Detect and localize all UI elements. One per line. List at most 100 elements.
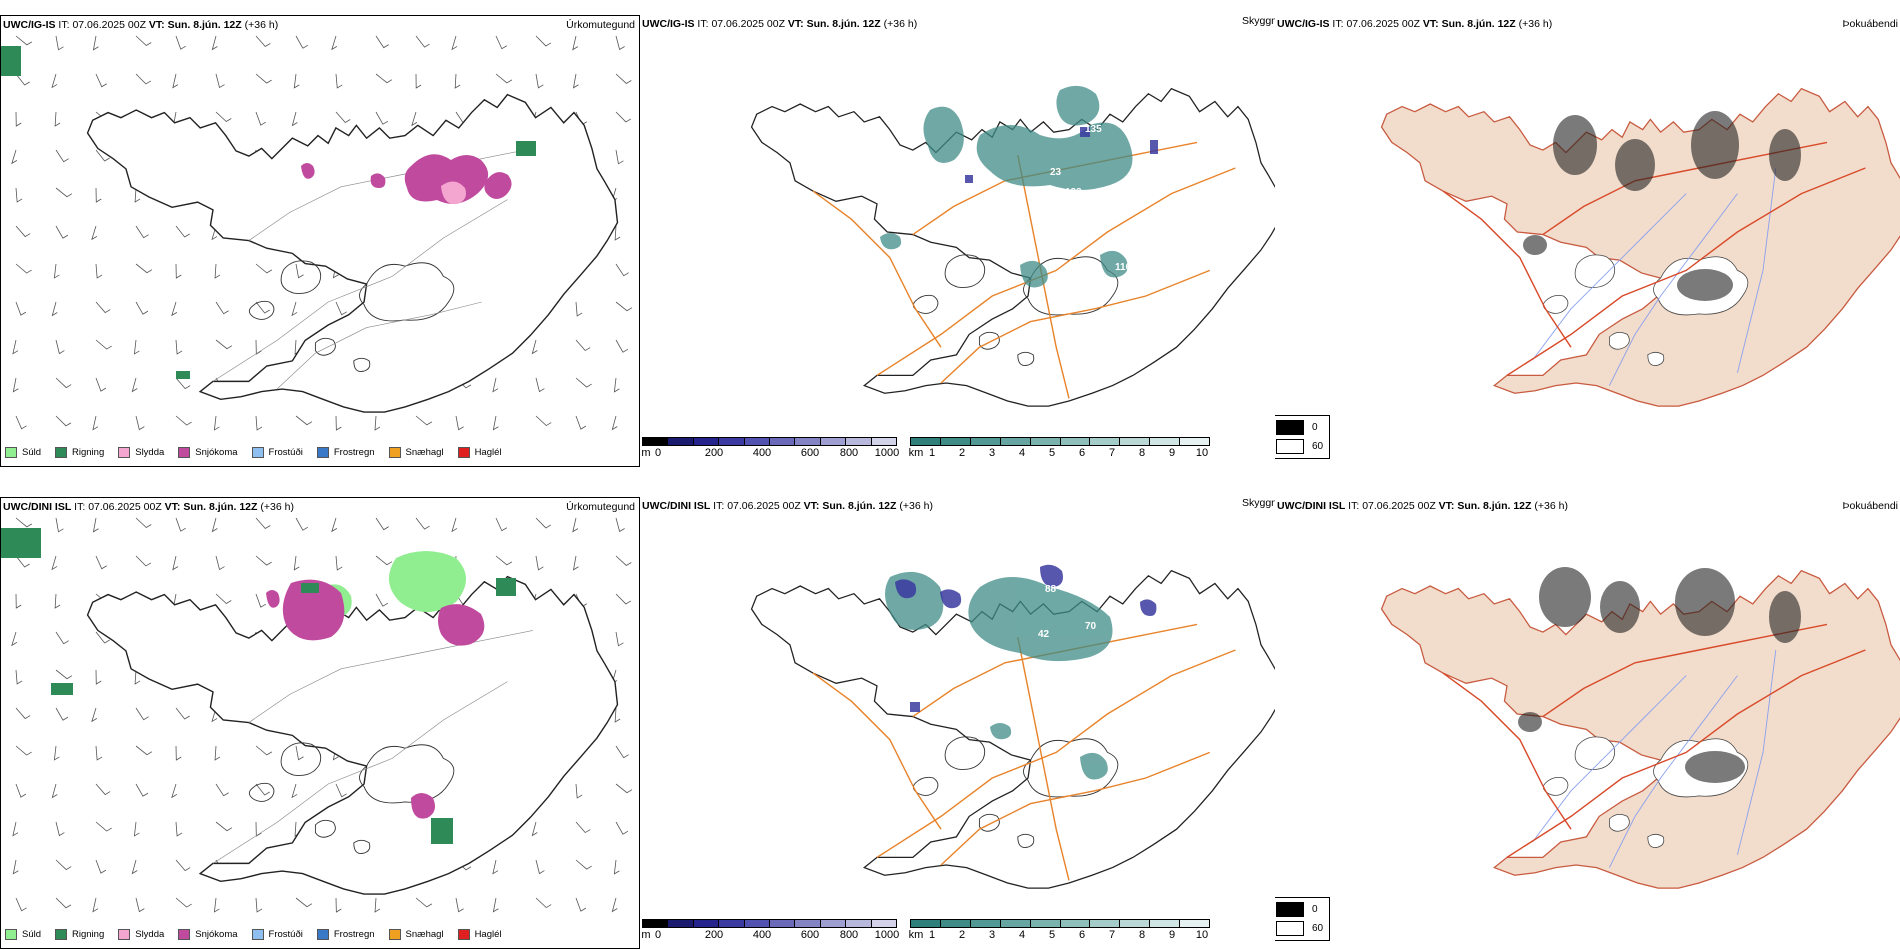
wind-barb — [255, 783, 270, 796]
wind-barb — [375, 111, 389, 125]
wind-barb — [54, 111, 61, 127]
wind-barb — [175, 339, 183, 355]
wind-barb — [495, 517, 508, 532]
wind-barb — [615, 517, 625, 533]
legend-swatch — [251, 929, 264, 940]
wind-barb — [135, 301, 149, 315]
vis-numbers: 198 140 88 123 70 42 310 149 — [1038, 554, 1147, 778]
wind-barb — [331, 517, 338, 533]
wind-barb — [175, 707, 190, 720]
fog-legend-row: 0 — [1276, 420, 1323, 435]
colorbar-tick: 4 — [1018, 929, 1026, 941]
wind-barb — [95, 821, 112, 832]
wind-barb — [575, 415, 587, 430]
wind-barb — [295, 745, 304, 761]
wind-barb — [374, 897, 381, 913]
wind-barb — [492, 897, 499, 913]
colorbar-tick: 9 — [1168, 929, 1176, 941]
visibility-colorbar: km 1 2 3 4 5 6 7 8 9 10 — [908, 919, 1210, 942]
wind-barb — [335, 415, 342, 431]
wind-barb — [171, 783, 178, 799]
precip-map — [1, 517, 633, 913]
rain-areas — [1, 528, 516, 844]
wind-barb — [95, 783, 111, 796]
wind-barb — [255, 555, 272, 566]
panel-title: Skyggni — [1242, 15, 1275, 27]
wind-barb — [51, 301, 58, 317]
wind-barb — [535, 73, 544, 89]
wind-barb — [615, 73, 632, 84]
wind-barb — [615, 149, 624, 165]
wind-barb — [15, 73, 30, 86]
wind-barb — [615, 821, 629, 835]
wind-barb — [295, 517, 309, 531]
legend-swatch — [316, 447, 329, 458]
wind-barb — [492, 415, 499, 431]
wind-barb — [614, 225, 621, 241]
legend-swatch — [178, 929, 191, 940]
legend-item: Frostúði — [251, 447, 303, 458]
colorbar-unit: km — [908, 929, 924, 941]
wind-barb — [12, 377, 19, 393]
wind-barb — [12, 859, 19, 875]
panel-title: Skyggni — [1242, 497, 1275, 509]
visibility-panel-1: UWC/IG-IS IT: 07.06.2025 00Z VT: Sun. 8.… — [640, 15, 1275, 467]
wind-barb — [15, 111, 22, 127]
wind-barb — [175, 859, 191, 872]
wind-barb — [295, 897, 313, 908]
colorbar-tick: 5 — [1048, 929, 1056, 941]
vis-number: 88 — [1045, 584, 1057, 595]
wind-barb — [92, 897, 99, 913]
wind-barb — [15, 707, 31, 720]
wind-barb — [135, 415, 145, 431]
ceiling-colorbar: m 0 200 400 600 800 1000 — [641, 919, 899, 942]
legend-swatch — [118, 447, 131, 458]
wind-barb — [495, 555, 513, 566]
panel-header: UWC/IG-IS IT: 07.06.2025 00Z VT: Sun. 8.… — [3, 19, 279, 31]
wind-barb — [531, 339, 538, 355]
wind-barb — [331, 35, 338, 51]
panel-header: UWC/DINI ISL IT: 07.06.2025 00Z VT: Sun.… — [1277, 500, 1568, 512]
precip-map — [1, 35, 633, 431]
wind-barb — [95, 73, 107, 88]
wind-barb — [495, 73, 513, 84]
wind-barb — [175, 35, 186, 50]
colorbar-tick: 0 — [654, 929, 662, 941]
wind-barb — [535, 517, 552, 529]
wind-barb — [175, 415, 192, 426]
wind-barb — [215, 339, 233, 350]
wind-barb — [454, 73, 461, 89]
wind-barb — [415, 517, 430, 530]
wind-barb — [215, 73, 225, 89]
wind-barb — [375, 555, 393, 566]
wind-barb — [55, 517, 64, 533]
wind-barb — [293, 555, 300, 571]
wind-barb — [135, 555, 152, 567]
legend-item: Súld — [5, 447, 41, 458]
wind-barb — [15, 783, 27, 798]
wind-barb — [55, 669, 73, 680]
wind-barb — [495, 35, 508, 50]
wind-barb — [411, 111, 418, 127]
wind-barb — [295, 35, 309, 49]
precip-legend: Súld Rigning Slydda Snjókoma Frostúði Fr… — [5, 929, 502, 940]
colorbar-tick: 600 — [800, 447, 820, 459]
wind-barb — [572, 73, 579, 89]
wind-barb — [91, 225, 98, 241]
wind-barb — [614, 707, 621, 723]
wind-barb — [55, 225, 69, 239]
fog-legend: 0 60 — [1275, 415, 1331, 459]
vis-number: 135 — [1085, 124, 1102, 135]
colorbar-tick: 8 — [1138, 929, 1146, 941]
vis-number: 123 — [1080, 589, 1097, 600]
wind-barb — [611, 897, 618, 913]
legend-swatch — [457, 447, 470, 458]
wind-barb — [51, 783, 58, 799]
wind-barb — [55, 187, 73, 198]
wind-barb — [335, 111, 351, 124]
wind-barb — [95, 263, 103, 279]
legend-item: Haglél — [457, 447, 502, 458]
colorbar-tick: 1000 — [874, 447, 900, 459]
wind-barb — [451, 35, 458, 51]
visibility-panel-2: UWC/DINI ISL IT: 07.06.2025 00Z VT: Sun.… — [640, 497, 1275, 949]
